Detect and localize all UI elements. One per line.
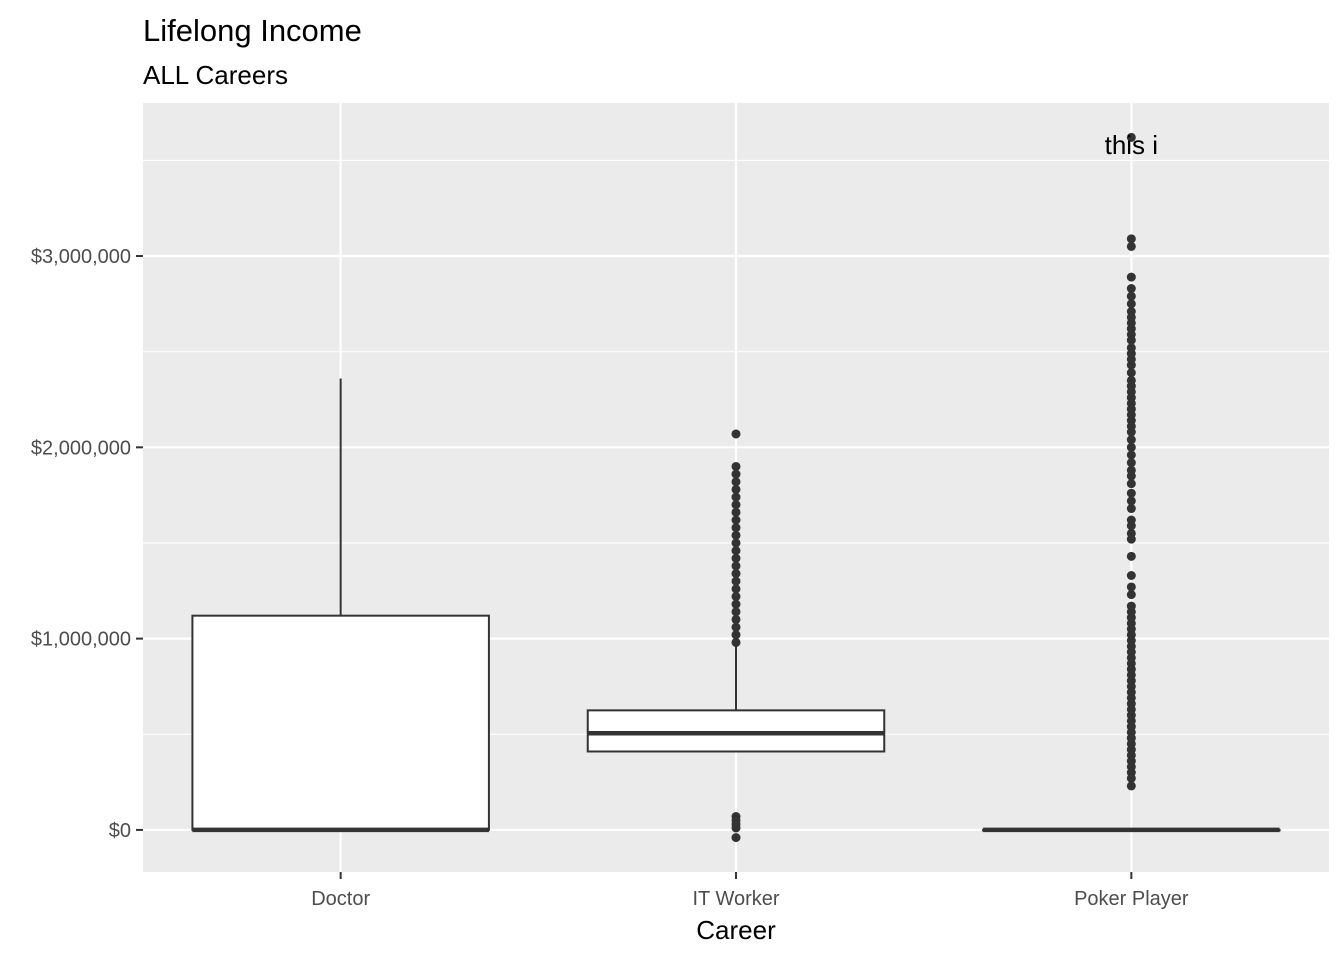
outlier-point <box>731 823 741 833</box>
box-poker-player <box>982 132 1281 833</box>
outlier-point <box>1126 360 1136 370</box>
outlier-point <box>731 622 741 632</box>
x-tick-label: IT Worker <box>692 888 779 910</box>
outlier-point <box>1126 368 1136 378</box>
outlier-point <box>731 599 741 609</box>
outlier-point <box>1126 471 1136 481</box>
outlier-point <box>1126 488 1136 498</box>
boxes <box>191 132 1281 843</box>
outlier-point <box>731 507 741 517</box>
x-axis: Doctor IT Worker Poker Player <box>311 872 1189 910</box>
outlier-point <box>1126 284 1136 294</box>
outlier-point <box>731 553 741 563</box>
outlier-point <box>731 538 741 548</box>
outlier-point <box>731 637 741 647</box>
outlier-point <box>731 569 741 579</box>
box-it-worker <box>586 429 886 843</box>
outlier-point <box>731 469 741 479</box>
chart-subtitle: ALL Careers <box>143 60 288 90</box>
outlier-point <box>1126 234 1136 244</box>
outlier-point <box>731 477 741 487</box>
x-tick-label: Poker Player <box>1074 888 1189 910</box>
outlier-point <box>1126 241 1136 251</box>
outlier-point <box>1126 496 1136 506</box>
outlier-point <box>1126 590 1136 600</box>
outlier-point <box>731 492 741 502</box>
outlier-point <box>1126 582 1136 592</box>
outlier-point <box>731 530 741 540</box>
outlier-point <box>731 630 741 640</box>
outlier-point <box>731 429 741 439</box>
outlier-point <box>731 576 741 586</box>
outlier-point <box>1126 335 1136 345</box>
outlier-point <box>1126 570 1136 580</box>
outlier-point <box>1126 435 1136 445</box>
outlier-point <box>731 515 741 525</box>
y-axis: $0 $1,000,000 $2,000,000 $3,000,000 <box>31 246 143 842</box>
outlier-point <box>731 607 741 617</box>
outlier-point <box>1126 458 1136 468</box>
outlier-point <box>1126 442 1136 452</box>
outlier-point <box>1126 450 1136 460</box>
outlier-point <box>1126 272 1136 282</box>
outlier-point <box>1126 521 1136 531</box>
box-doctor <box>191 378 490 833</box>
outlier-point <box>1126 427 1136 437</box>
box-iqr <box>191 614 490 831</box>
outlier-point <box>731 500 741 510</box>
outlier-point <box>731 833 741 843</box>
y-tick-label: $1,000,000 <box>31 629 131 651</box>
outlier-point <box>1126 773 1136 783</box>
outlier-point <box>731 484 741 494</box>
outlier-point <box>731 546 741 556</box>
outlier-point <box>1126 132 1136 142</box>
outlier-point <box>731 614 741 624</box>
x-axis-title: Career <box>696 915 776 945</box>
outlier-point <box>1126 291 1136 301</box>
y-tick-label: $2,000,000 <box>31 437 131 459</box>
outlier-point <box>1126 479 1136 489</box>
outlier-point <box>1126 299 1136 309</box>
outlier-point <box>731 523 741 533</box>
annotations: this i <box>1105 130 1158 160</box>
outlier-point <box>731 561 741 571</box>
y-tick-label: $0 <box>109 820 131 842</box>
y-tick-label: $3,000,000 <box>31 246 131 268</box>
outlier-point <box>1126 551 1136 561</box>
outlier-point <box>1126 504 1136 514</box>
outlier-point <box>731 592 741 602</box>
chart-title: Lifelong Income <box>143 13 362 48</box>
annotation-label: this i <box>1105 130 1158 160</box>
outlier-point <box>1126 534 1136 544</box>
x-tick-label: Doctor <box>311 888 370 910</box>
outlier-point <box>731 461 741 471</box>
outlier-point <box>731 584 741 594</box>
outlier-point <box>1126 781 1136 791</box>
box-iqr <box>586 709 886 753</box>
